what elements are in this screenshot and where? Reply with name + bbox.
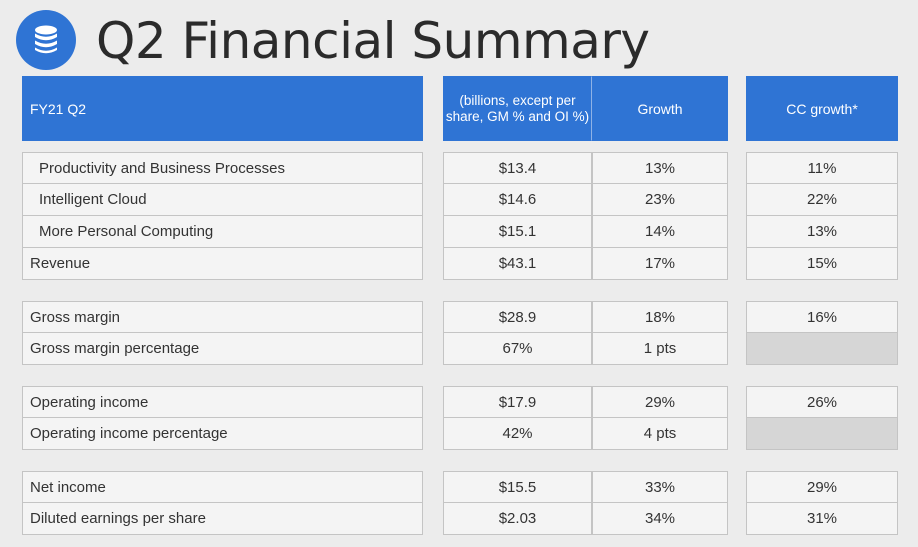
table-row: Intelligent Cloud $14.6 23% 22% (22, 184, 898, 216)
row-cc-growth: 16% (746, 301, 898, 333)
row-label: Operating income (22, 386, 423, 418)
header-growth: Growth (592, 76, 728, 141)
row-label: Productivity and Business Processes (22, 152, 423, 184)
header-period: FY21 Q2 (22, 76, 423, 141)
row-growth: 17% (592, 248, 728, 280)
row-label: Gross margin percentage (22, 333, 423, 365)
row-growth: 1 pts (592, 333, 728, 365)
row-value: $15.5 (443, 471, 592, 503)
row-growth: 14% (592, 216, 728, 248)
row-growth: 34% (592, 503, 728, 535)
header-units: (billions, except per share, GM % and OI… (443, 76, 592, 141)
table-row: Operating income percentage 42% 4 pts (22, 418, 898, 450)
row-value: $14.6 (443, 184, 592, 216)
table-row: Gross margin percentage 67% 1 pts (22, 333, 898, 365)
row-value: 67% (443, 333, 592, 365)
table-body: Productivity and Business Processes $13.4… (22, 141, 898, 535)
row-growth: 33% (592, 471, 728, 503)
financial-table: FY21 Q2 (billions, except per share, GM … (22, 76, 898, 535)
row-cc-growth: 15% (746, 248, 898, 280)
database-icon (16, 10, 76, 70)
row-cc-growth: 11% (746, 152, 898, 184)
row-label: Diluted earnings per share (22, 503, 423, 535)
row-growth: 4 pts (592, 418, 728, 450)
table-row: Gross margin $28.9 18% 16% (22, 301, 898, 333)
row-growth: 13% (592, 152, 728, 184)
row-label: Intelligent Cloud (22, 184, 423, 216)
table-row: Operating income $17.9 29% 26% (22, 386, 898, 418)
row-value: $15.1 (443, 216, 592, 248)
table-row: Productivity and Business Processes $13.4… (22, 152, 898, 184)
row-growth: 23% (592, 184, 728, 216)
page-title: Q2 Financial Summary (96, 12, 650, 70)
row-value: 42% (443, 418, 592, 450)
row-label: More Personal Computing (22, 216, 423, 248)
row-growth: 29% (592, 386, 728, 418)
row-cc-growth: 26% (746, 386, 898, 418)
row-label: Revenue (22, 248, 423, 280)
row-value: $17.9 (443, 386, 592, 418)
row-label: Gross margin (22, 301, 423, 333)
row-cc-growth: 31% (746, 503, 898, 535)
row-cc-growth: 22% (746, 184, 898, 216)
header-cc-growth: CC growth* (746, 76, 898, 141)
row-cc-growth: 29% (746, 471, 898, 503)
row-label: Net income (22, 471, 423, 503)
table-row: Net income $15.5 33% 29% (22, 471, 898, 503)
table-header: FY21 Q2 (billions, except per share, GM … (22, 76, 898, 141)
row-value: $43.1 (443, 248, 592, 280)
table-row: Revenue $43.1 17% 15% (22, 248, 898, 280)
row-value: $13.4 (443, 152, 592, 184)
row-value: $2.03 (443, 503, 592, 535)
table-row: Diluted earnings per share $2.03 34% 31% (22, 503, 898, 535)
row-cc-growth (746, 333, 898, 365)
row-label: Operating income percentage (22, 418, 423, 450)
row-value: $28.9 (443, 301, 592, 333)
row-growth: 18% (592, 301, 728, 333)
row-cc-growth: 13% (746, 216, 898, 248)
table-row: More Personal Computing $15.1 14% 13% (22, 216, 898, 248)
row-cc-growth (746, 418, 898, 450)
